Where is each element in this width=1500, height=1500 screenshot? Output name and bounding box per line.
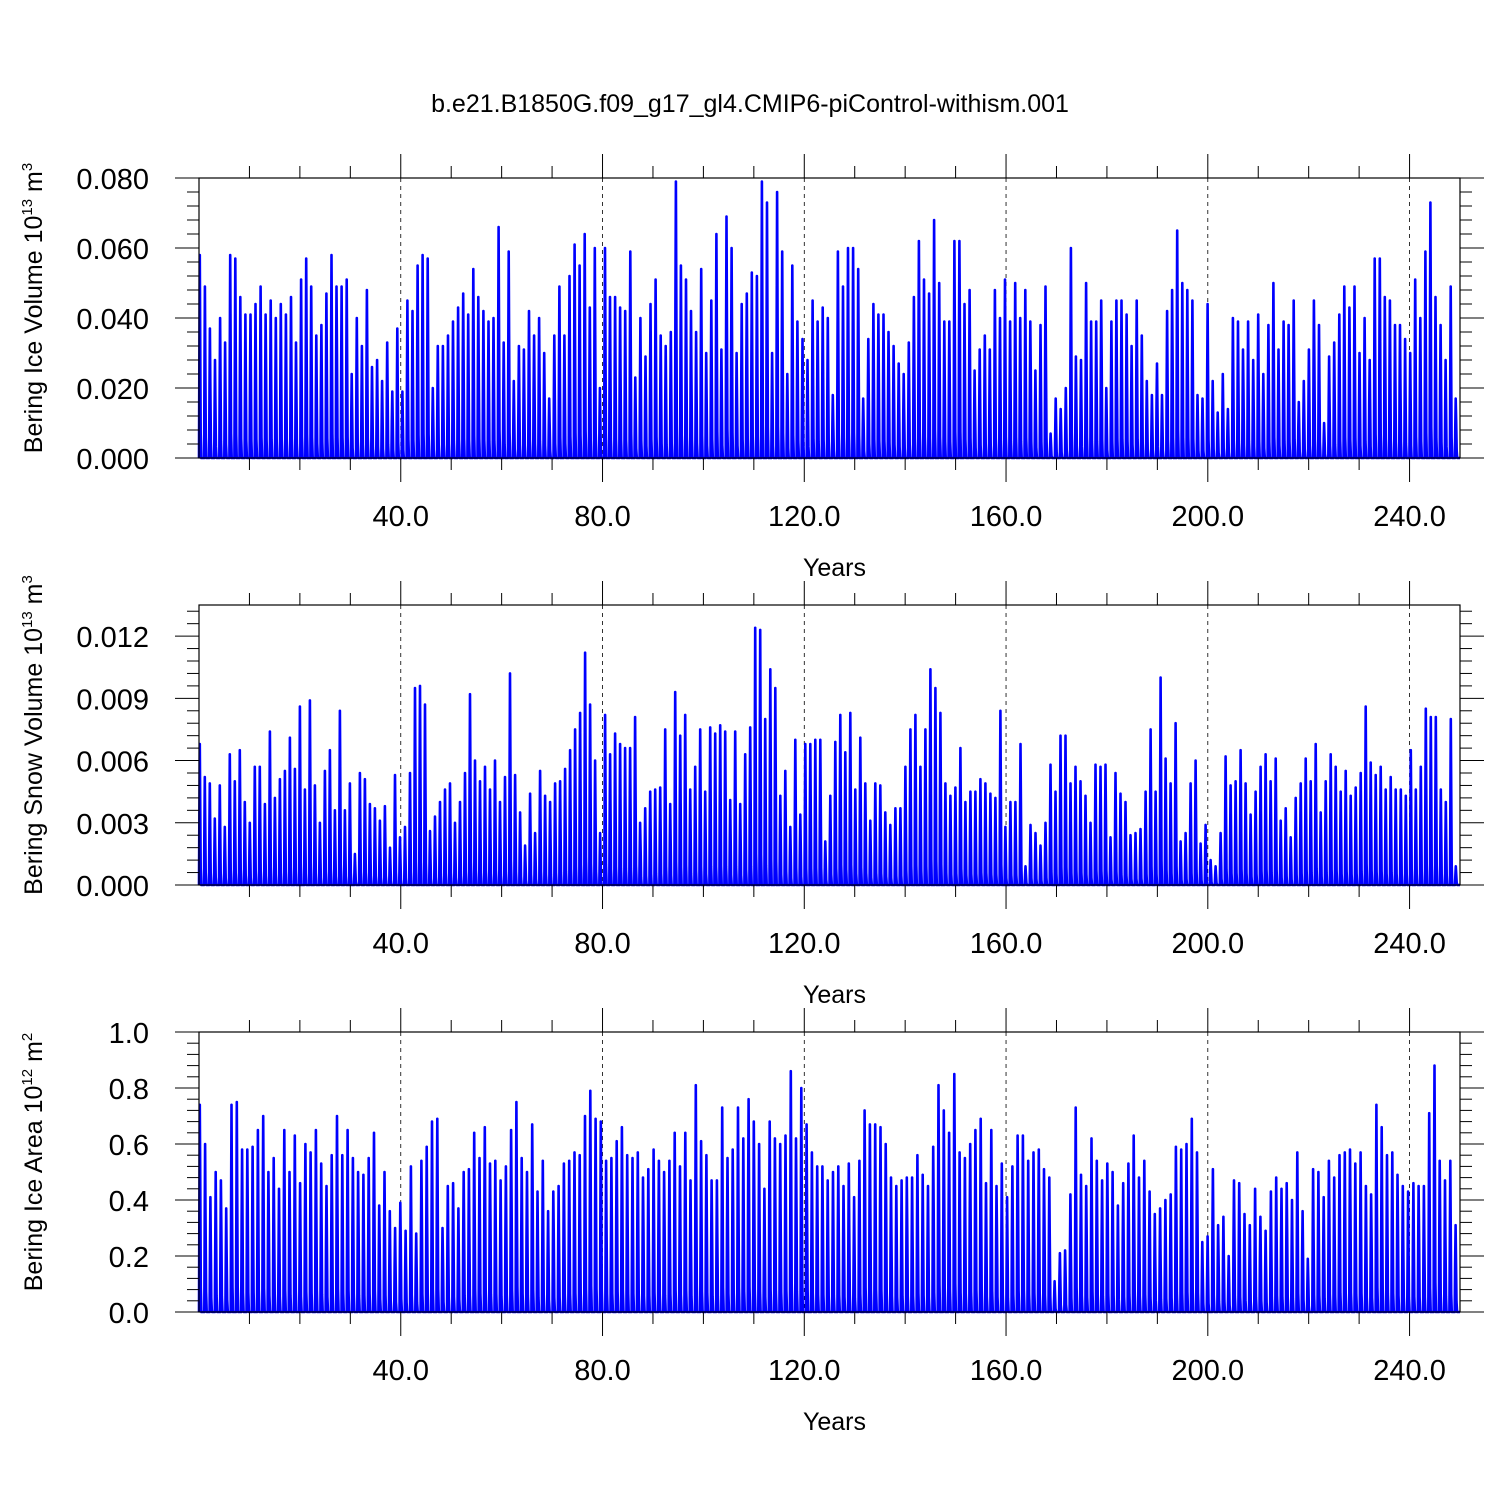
x-tick-label: 80.0	[574, 501, 630, 533]
x-tick-label: 240.0	[1373, 501, 1446, 533]
y-axis-title: Bering Ice Area 1012 m2	[19, 1033, 48, 1292]
y-tick-label: 0.040	[76, 304, 149, 336]
x-tick-label: 200.0	[1172, 1355, 1245, 1387]
y-tick-label: 1.0	[109, 1018, 149, 1050]
y-tick-label: 0.000	[76, 871, 149, 903]
x-tick-label: 240.0	[1373, 1355, 1446, 1387]
y-tick-label: 0.006	[76, 747, 149, 779]
x-tick-label: 80.0	[574, 928, 630, 960]
panel-snow-volume: 40.0 80.0 120.0 160.0 200.0 240.0 Years 0.000 0.…	[19, 575, 1484, 1009]
x-tick-label: 80.0	[574, 1355, 630, 1387]
y-tick-label: 0.012	[76, 622, 149, 654]
y-tick-label: 0.009	[76, 684, 149, 716]
y-tick-label: 0.060	[76, 234, 149, 266]
y-tick-label: 0.4	[109, 1186, 149, 1218]
x-tick-label: 240.0	[1373, 928, 1446, 960]
x-tick-label: 200.0	[1172, 501, 1245, 533]
plot-frame	[198, 1031, 1461, 1313]
x-tick-label: 120.0	[768, 1355, 841, 1387]
y-tick-label: 0.020	[76, 374, 149, 406]
y-tick-label: 0.003	[76, 809, 149, 841]
x-tick-label: 40.0	[373, 1355, 429, 1387]
x-tick-label: 160.0	[970, 501, 1043, 533]
y-axis-title: Bering Snow Volume 1013 m3	[19, 575, 48, 895]
y-tick-label: 0.000	[76, 444, 149, 476]
panel-ice-volume: 40.0 80.0 120.0 160.0 200.0 240.0 Years 0.000 0.…	[19, 154, 1484, 582]
x-axis-title: Years	[803, 1408, 866, 1436]
y-axis-title: Bering Ice Volume 1013 m3	[19, 163, 48, 453]
y-tick-label: 0.2	[109, 1242, 149, 1274]
series-line-ice-area	[197, 1064, 1460, 1314]
panels: 40.0 80.0 120.0 160.0 200.0 240.0 Years 0.000 0.…	[19, 154, 1484, 1436]
main-title: b.e21.B1850G.f09_g17_gl4.CMIP6-piControl…	[431, 90, 1069, 118]
x-tick-label: 40.0	[373, 928, 429, 960]
y-tick-label: 0.8	[109, 1074, 149, 1106]
x-axis-title: Years	[803, 981, 866, 1009]
x-tick-label: 40.0	[373, 501, 429, 533]
y-tick-label: 0.6	[109, 1130, 149, 1162]
panel-ice-area: 40.0 80.0 120.0 160.0 200.0 240.0 Years 0.0 0.2 0…	[19, 1008, 1484, 1436]
series-line-ice-volume	[197, 180, 1460, 460]
x-tick-label: 160.0	[970, 1355, 1043, 1387]
x-tick-label: 120.0	[768, 928, 841, 960]
series-line-snow-volume	[197, 626, 1460, 887]
y-tick-label: 0.080	[76, 164, 149, 196]
x-tick-label: 200.0	[1172, 928, 1245, 960]
y-tick-label: 0.0	[109, 1298, 149, 1330]
x-axis-title: Years	[803, 554, 866, 582]
x-tick-label: 160.0	[970, 928, 1043, 960]
x-tick-label: 120.0	[768, 501, 841, 533]
plot-frame	[198, 604, 1461, 886]
